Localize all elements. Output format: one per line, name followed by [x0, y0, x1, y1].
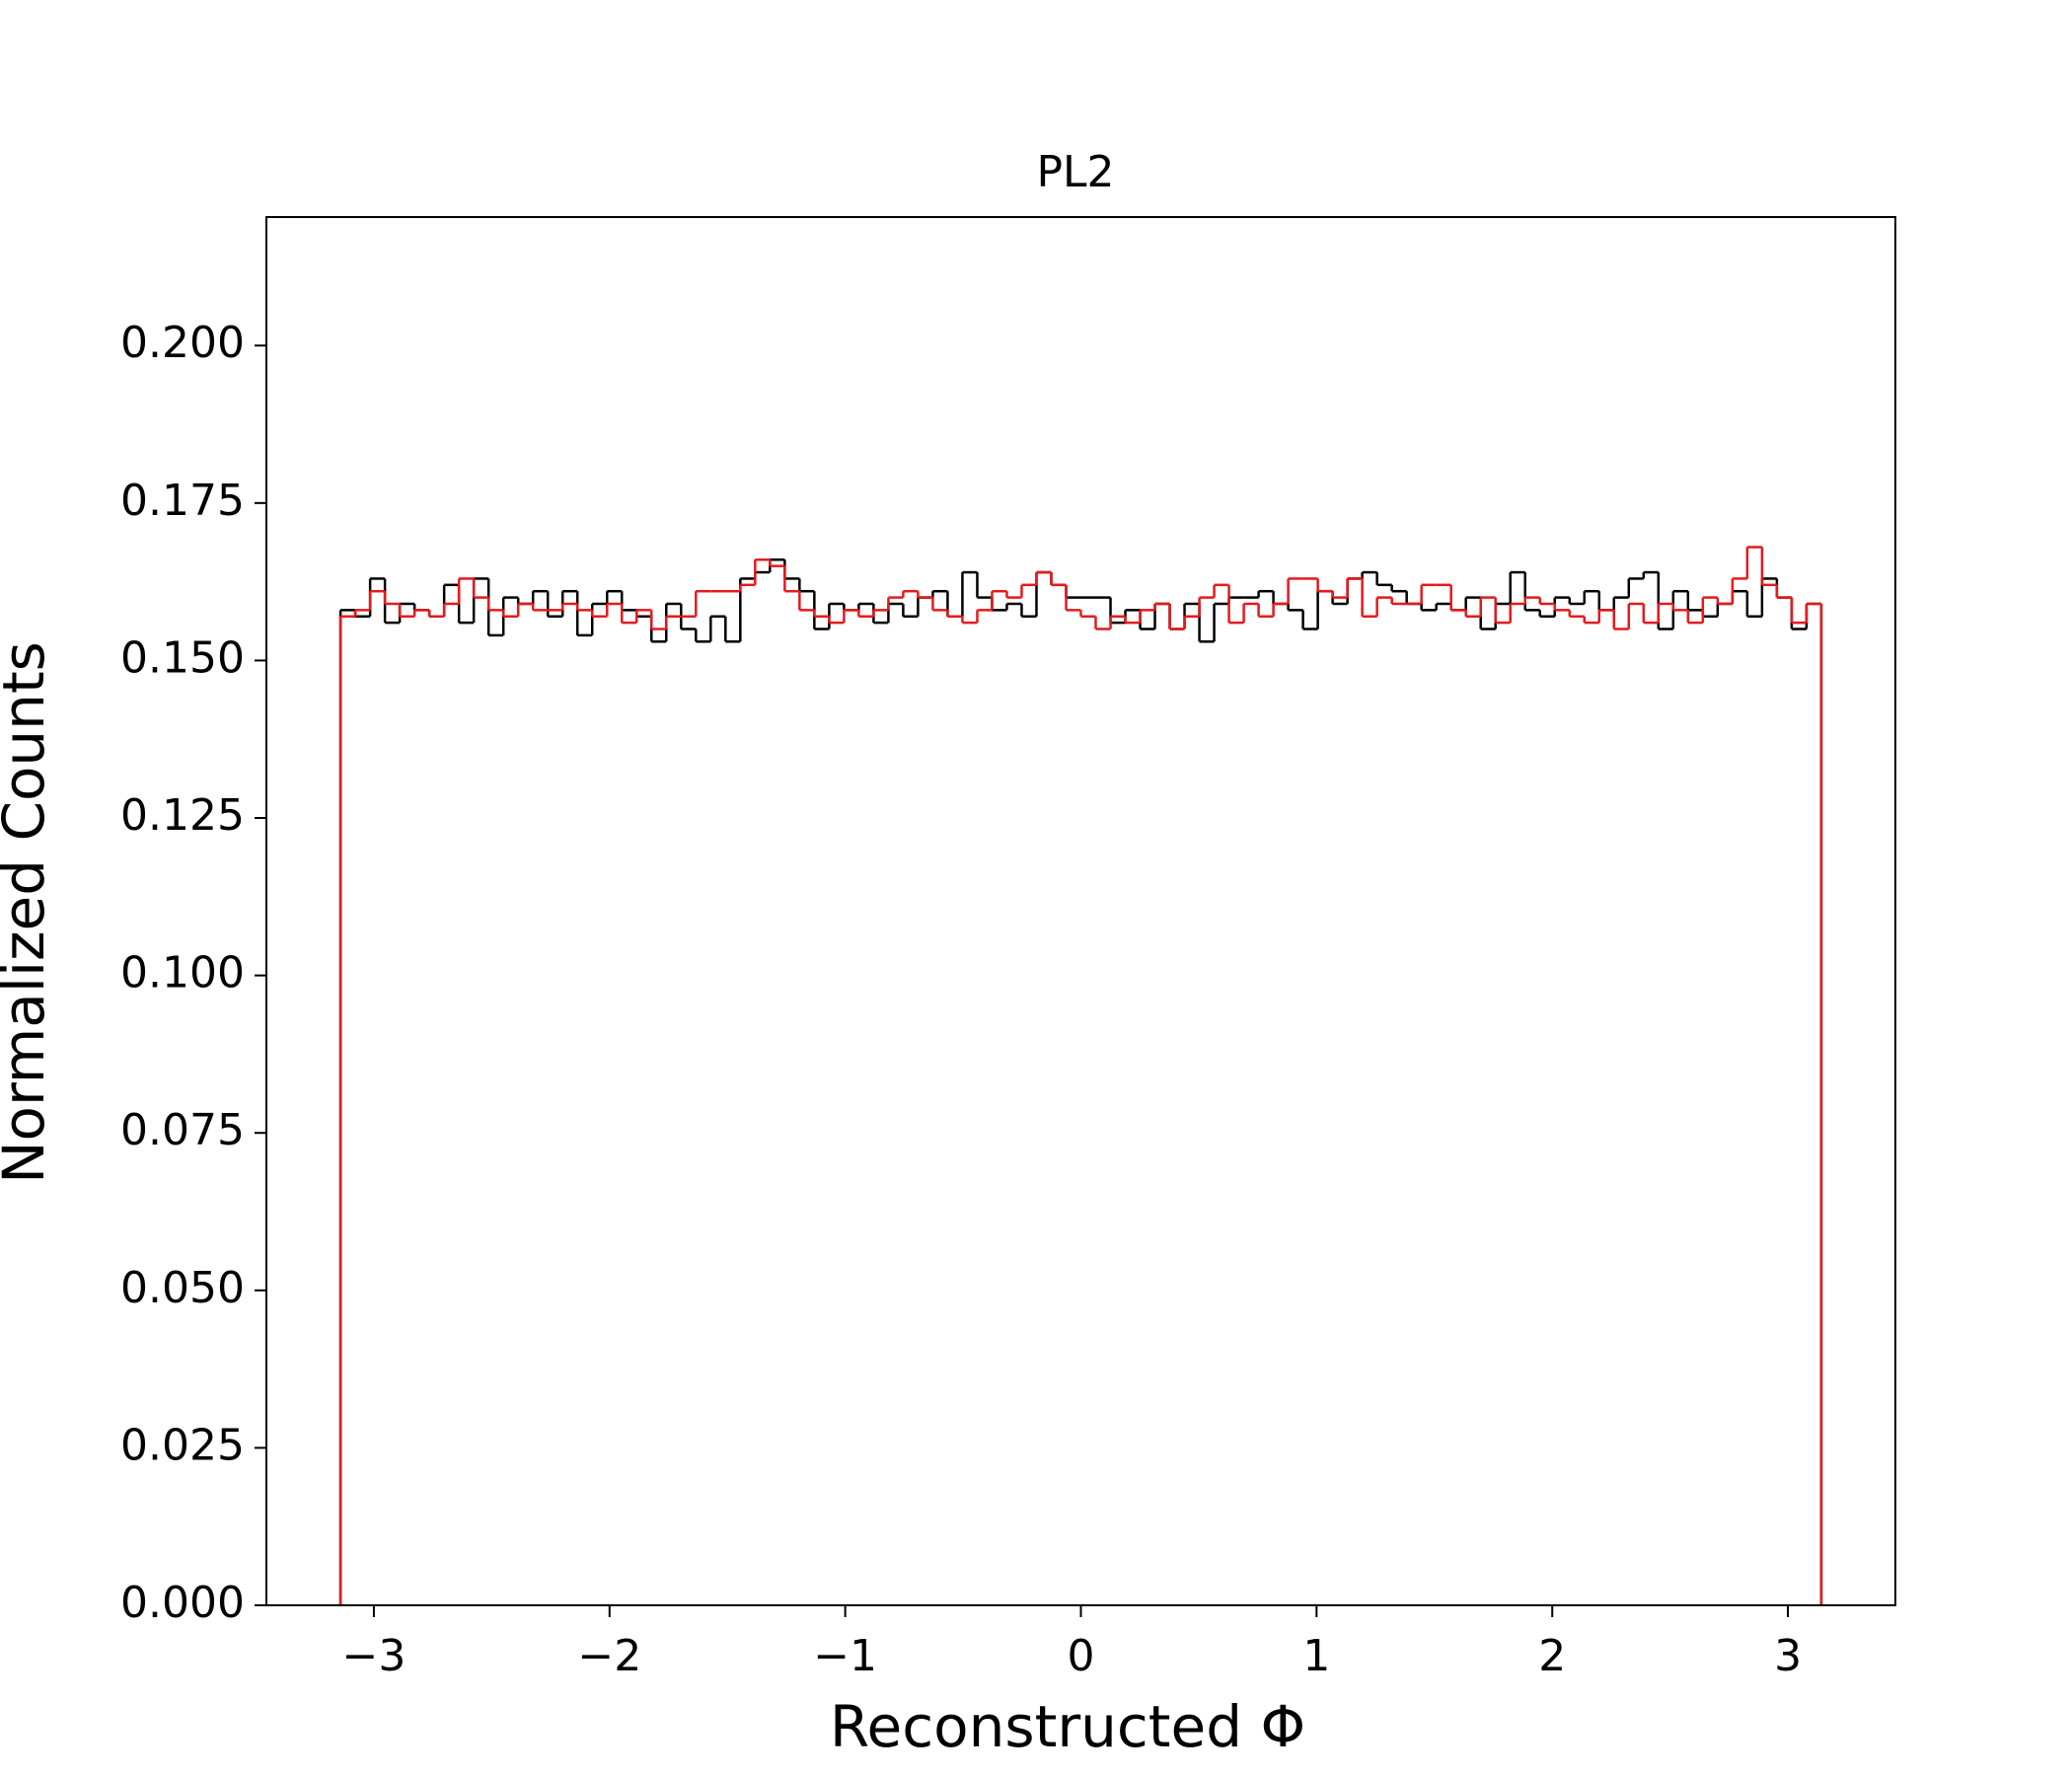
- x-tick-label: −3: [341, 1631, 406, 1681]
- x-tick-label: 1: [1302, 1631, 1330, 1681]
- y-tick-label: 0.150: [120, 632, 245, 683]
- y-tick-label: 0.025: [120, 1420, 245, 1470]
- y-tick-label: 0.100: [120, 948, 245, 999]
- y-tick-label: 0.000: [120, 1578, 245, 1628]
- x-tick-label: 2: [1538, 1631, 1566, 1681]
- x-tick-label: 3: [1774, 1631, 1802, 1681]
- x-tick-label: −1: [813, 1631, 877, 1681]
- y-tick-label: 0.050: [120, 1263, 245, 1313]
- y-tick-label: 0.075: [120, 1105, 245, 1155]
- x-axis-label: Reconstructed Φ: [830, 1693, 1305, 1760]
- chart-title: PL2: [1036, 147, 1114, 197]
- y-tick-label: 0.175: [120, 476, 245, 526]
- y-tick-label: 0.125: [120, 790, 245, 841]
- x-tick-label: −2: [577, 1631, 641, 1681]
- x-tick-label: 0: [1068, 1631, 1095, 1681]
- y-tick-label: 0.200: [120, 318, 245, 368]
- y-axis-label: Normalized Counts: [0, 641, 57, 1184]
- plot-frame: [265, 216, 1896, 1606]
